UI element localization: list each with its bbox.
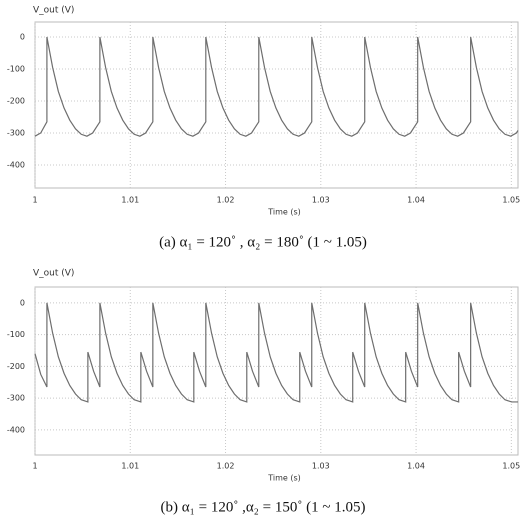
y-tick-label: -100 <box>7 330 25 339</box>
y-tick-label: -200 <box>7 362 25 371</box>
x-tick-label: 1.01 <box>121 462 139 471</box>
plot-area <box>34 21 519 189</box>
plot-area <box>34 286 519 456</box>
y-tick-label: -400 <box>7 425 25 434</box>
y-tick-label: -300 <box>7 394 25 403</box>
x-tick-label: 1.01 <box>121 196 139 205</box>
x-tick-label: 1.02 <box>217 196 235 205</box>
y-tick-label: 0 <box>20 298 25 307</box>
x-tick-label: 1.03 <box>312 196 330 205</box>
y-axis-label: V_out (V) <box>33 269 74 279</box>
x-tick-label: 1.05 <box>502 462 520 471</box>
x-tick-label: 1 <box>32 462 37 471</box>
caption: (a) α₁ = 120˚ , α₂ = 180˚ (1 ~ 1.05) <box>159 234 367 250</box>
x-tick-label: 1 <box>32 196 37 205</box>
x-axis-label: Time (s) <box>267 474 301 483</box>
x-axis-label: Time (s) <box>267 208 301 217</box>
x-tick-label: 1.04 <box>407 462 425 471</box>
y-tick-label: -100 <box>7 65 25 74</box>
y-tick-label: -400 <box>7 160 25 169</box>
x-tick-label: 1.04 <box>407 196 425 205</box>
y-tick-label: -200 <box>7 97 25 106</box>
y-tick-label: 0 <box>20 33 25 42</box>
waveform <box>34 36 519 137</box>
x-tick-label: 1.02 <box>217 462 235 471</box>
waveform <box>34 302 518 403</box>
caption: (b) α₁ = 120˚ ,α₂ = 150˚ (1 ~ 1.05) <box>161 499 366 515</box>
y-axis-label: V_out (V) <box>33 6 74 16</box>
y-tick-label: -300 <box>7 128 25 137</box>
x-tick-label: 1.05 <box>502 196 520 205</box>
x-tick-label: 1.03 <box>312 462 330 471</box>
